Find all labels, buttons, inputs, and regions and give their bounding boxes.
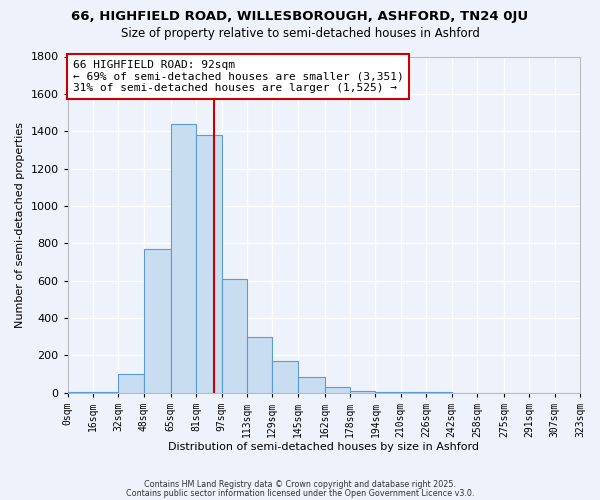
Bar (247, 336, 272, 392)
Bar (350, 391, 376, 392)
X-axis label: Distribution of semi-detached houses by size in Ashford: Distribution of semi-detached houses by … (169, 442, 479, 452)
Y-axis label: Number of semi-detached properties: Number of semi-detached properties (15, 122, 25, 328)
Bar (272, 361, 298, 392)
Bar (118, 374, 144, 392)
Text: Size of property relative to semi-detached houses in Ashford: Size of property relative to semi-detach… (121, 28, 479, 40)
Text: 66 HIGHFIELD ROAD: 92sqm
← 69% of semi-detached houses are smaller (3,351)
31% o: 66 HIGHFIELD ROAD: 92sqm ← 69% of semi-d… (73, 60, 404, 93)
Bar (298, 377, 325, 392)
Bar (221, 278, 247, 392)
Text: 66, HIGHFIELD ROAD, WILLESBOROUGH, ASHFORD, TN24 0JU: 66, HIGHFIELD ROAD, WILLESBOROUGH, ASHFO… (71, 10, 529, 23)
Bar (325, 387, 350, 392)
Bar (171, 124, 196, 392)
Bar (196, 135, 221, 392)
Text: Contains public sector information licensed under the Open Government Licence v3: Contains public sector information licen… (126, 490, 474, 498)
Text: Contains HM Land Registry data © Crown copyright and database right 2025.: Contains HM Land Registry data © Crown c… (144, 480, 456, 489)
Bar (144, 249, 171, 392)
